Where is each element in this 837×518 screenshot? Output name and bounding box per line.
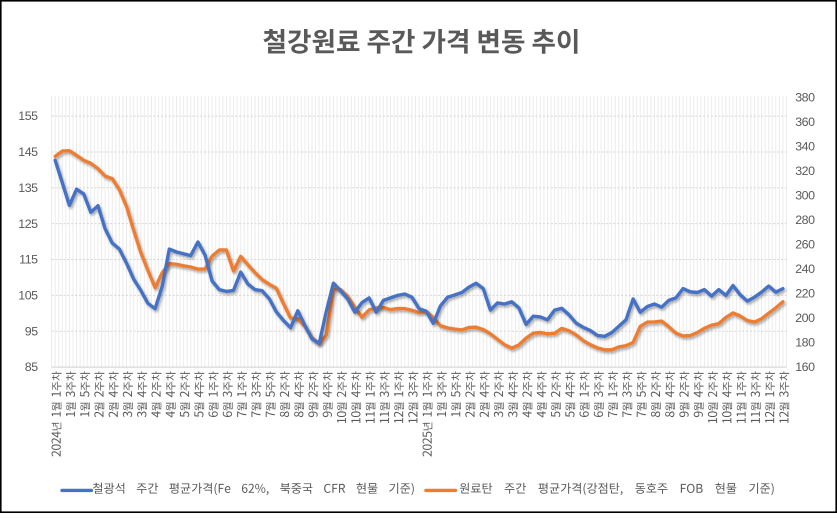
svg-text:380: 380: [795, 91, 815, 105]
svg-text:340: 340: [795, 140, 815, 154]
svg-text:105: 105: [18, 289, 38, 303]
svg-text:240: 240: [795, 262, 815, 276]
svg-text:135: 135: [18, 181, 38, 195]
svg-text:125: 125: [18, 217, 38, 231]
svg-text:85: 85: [25, 360, 38, 374]
svg-text:145: 145: [18, 145, 38, 159]
svg-text:180: 180: [795, 335, 815, 349]
svg-text:115: 115: [19, 253, 38, 267]
svg-text:220: 220: [795, 287, 815, 301]
svg-text:160: 160: [795, 360, 815, 374]
svg-text:280: 280: [795, 213, 815, 227]
svg-text:260: 260: [795, 238, 815, 252]
svg-text:300: 300: [795, 189, 815, 203]
svg-text:320: 320: [795, 164, 815, 178]
svg-text:200: 200: [795, 311, 815, 325]
svg-text:360: 360: [795, 115, 815, 129]
svg-text:95: 95: [25, 324, 38, 338]
svg-text:155: 155: [18, 109, 38, 123]
